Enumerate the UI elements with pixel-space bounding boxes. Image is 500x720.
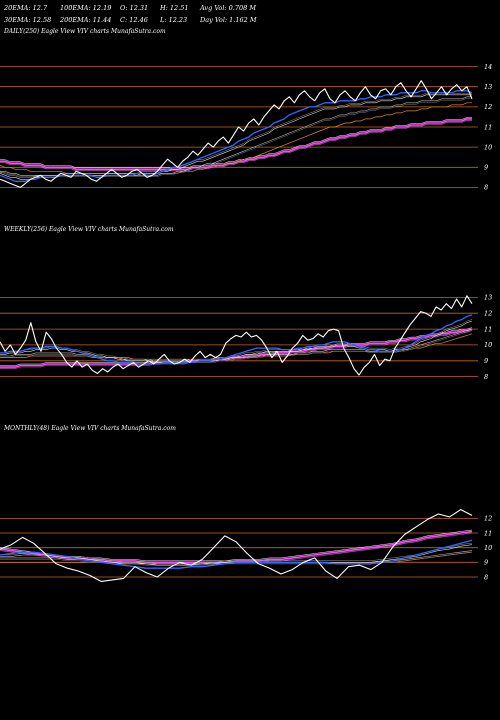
monthly-tick-label: 8: [484, 573, 488, 581]
daily-tick-label: 9: [484, 164, 488, 172]
daily-ema30-band-line: [0, 92, 472, 178]
monthly-tick-label: 12: [484, 515, 492, 523]
header-ema20: 20EMA: 12.7: [4, 4, 48, 12]
weekly-price-line: [0, 295, 473, 376]
monthly-tick-label: 11: [484, 529, 492, 537]
header-avg-vol: Avg Vol: 0.708 M: [200, 4, 257, 12]
daily-ema20-line: [0, 90, 473, 182]
monthly-tick-label: 10: [484, 544, 492, 552]
weekly-ema30-band-line: [0, 319, 473, 362]
daily-ema200-band-line: [0, 117, 472, 169]
header-high: H: 12.51: [160, 4, 189, 12]
monthly-tick-label: 9: [484, 559, 488, 567]
header-low: L: 12.23: [160, 16, 188, 24]
daily-tick-label: 13: [484, 83, 492, 91]
daily-ema200-band-line: [0, 120, 472, 172]
header-close: C: 12.46: [120, 16, 148, 24]
daily-ema200-line: [0, 118, 472, 171]
header-day-vol: Day Vol: 1.162 M: [200, 16, 257, 24]
daily-tick-label: 10: [484, 143, 492, 151]
weekly-ema200-band-line: [0, 327, 473, 366]
monthly-ema20-line: [0, 539, 473, 569]
header-ema200: 200EMA: 11.44: [60, 16, 112, 24]
header-ema30: 30EMA: 12.58: [4, 16, 52, 24]
monthly-price-line: [0, 509, 473, 582]
monthly-ema30-band-line: [0, 542, 473, 564]
monthly-panel-title: MONTHLY(48) Eagle View VIV charts Munafa…: [4, 425, 176, 432]
monthly-ema50-band-line: [0, 551, 473, 566]
daily-panel-title: DAILY(250) Eagle View VIV charts MunafaS…: [4, 28, 166, 35]
daily-tick-label: 11: [484, 123, 492, 131]
daily-tick-label: 12: [484, 103, 492, 111]
weekly-tick-label: 12: [484, 310, 492, 318]
header-open: O: 12.31: [120, 4, 149, 12]
daily-tick-label: 14: [484, 63, 492, 71]
daily-ema100-line: [0, 102, 472, 174]
daily-price-line: [0, 80, 473, 188]
weekly-tick-label: 8: [484, 373, 488, 381]
daily-tick-label: 8: [484, 184, 488, 192]
weekly-tick-label: 11: [484, 325, 492, 333]
weekly-tick-label: 9: [484, 357, 488, 365]
daily-ema50-band-line: [0, 97, 472, 177]
weekly-ema200-line: [0, 328, 473, 368]
header-ema100: 100EMA: 12.19: [60, 4, 112, 12]
weekly-tick-label: 10: [484, 341, 492, 349]
weekly-panel-title: WEEKLY(256) Eagle View VIV charts Munafa…: [4, 226, 174, 233]
weekly-tick-label: 13: [484, 294, 492, 302]
